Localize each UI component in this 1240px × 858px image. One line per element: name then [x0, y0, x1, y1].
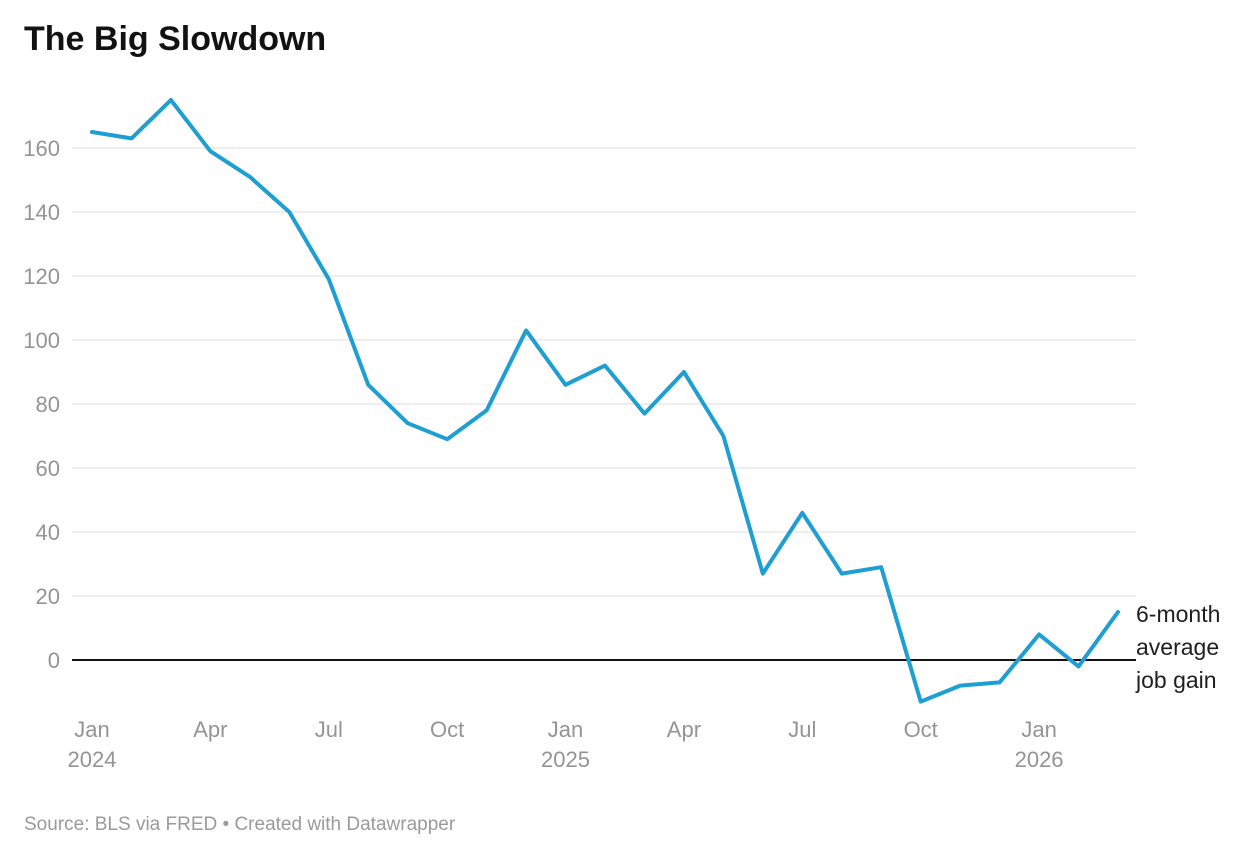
x-tick-label: Jul [315, 717, 343, 742]
source-attribution: Source: BLS via FRED • Created with Data… [24, 814, 456, 835]
y-tick-label: 140 [23, 200, 60, 225]
y-tick-label: 100 [23, 328, 60, 353]
x-tick-label: Jan [1021, 717, 1056, 742]
x-tick-label: Oct [430, 717, 464, 742]
series-annotation-label: 6-month average job gain [1136, 601, 1221, 693]
y-tick-label: 40 [36, 520, 60, 545]
y-tick-label: 120 [23, 264, 60, 289]
y-tick-label: 160 [23, 136, 60, 161]
x-tick-label: Apr [667, 717, 701, 742]
x-tick-label: Jan [74, 717, 109, 742]
y-tick-label: 0 [48, 648, 60, 673]
y-tick-label: 60 [36, 456, 60, 481]
x-tick-label: Jul [788, 717, 816, 742]
y-tick-label: 20 [36, 584, 60, 609]
line-chart-plot: 0 20 40 60 80 100 120 140 160 Jan 2024 Apr Jul Oct Jan… [23, 98, 1136, 772]
x-tick-label: Jan [548, 717, 583, 742]
x-tick-year-label: 2024 [68, 747, 117, 772]
x-tick-label: Apr [193, 717, 227, 742]
chart-title: The Big Slowdown [24, 20, 327, 58]
x-tick-label: Oct [904, 717, 938, 742]
y-tick-label: 80 [36, 392, 60, 417]
x-tick-year-label: 2026 [1015, 747, 1064, 772]
x-tick-year-label: 2025 [541, 747, 590, 772]
series-line [90, 98, 1120, 704]
